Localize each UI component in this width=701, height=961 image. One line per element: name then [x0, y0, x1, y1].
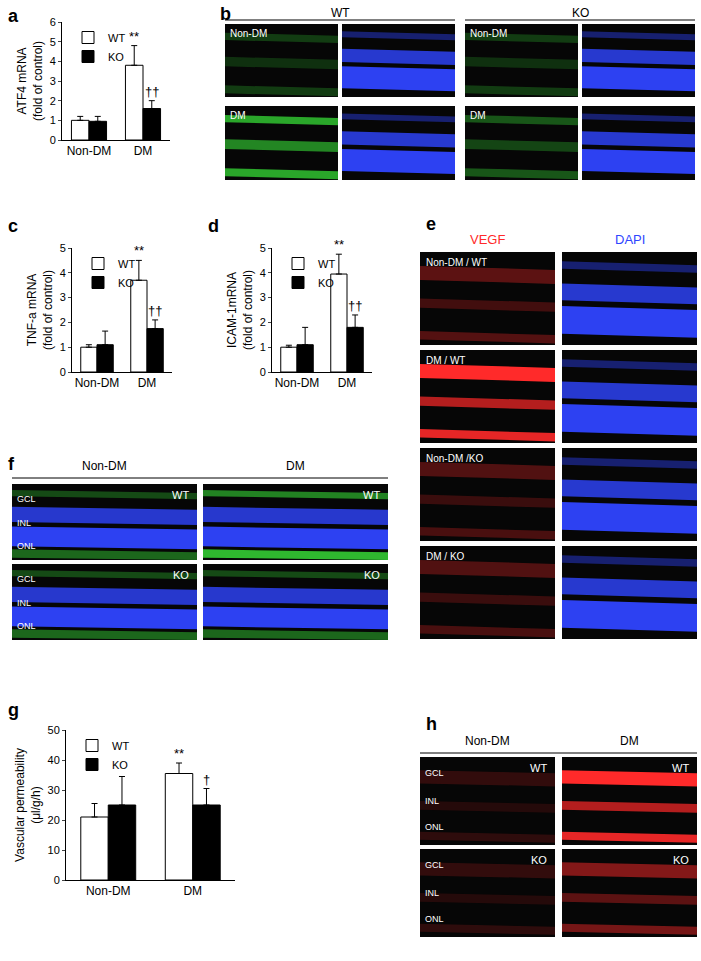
- svg-text:ICAM-1mRNA(fold of control): ICAM-1mRNA(fold of control): [225, 270, 255, 350]
- svg-text:KO: KO: [572, 6, 589, 20]
- svg-text:†: †: [203, 772, 210, 787]
- svg-text:1: 1: [60, 341, 66, 353]
- svg-text:4: 4: [260, 267, 266, 279]
- svg-text:Non-DM: Non-DM: [86, 884, 131, 898]
- svg-text:INL: INL: [17, 518, 31, 528]
- svg-text:20: 20: [48, 814, 60, 826]
- svg-text:KO: KO: [318, 277, 334, 289]
- svg-text:KO: KO: [364, 569, 380, 581]
- svg-text:GCL: GCL: [17, 494, 36, 504]
- svg-text:Non-DM: Non-DM: [67, 144, 112, 158]
- svg-text:ONL: ONL: [17, 621, 36, 631]
- svg-text:5: 5: [260, 242, 266, 254]
- svg-text:10: 10: [48, 844, 60, 856]
- svg-text:**: **: [129, 29, 139, 44]
- svg-text:KO: KO: [112, 759, 128, 771]
- svg-text:0: 0: [54, 874, 60, 886]
- svg-text:Non-DM /KO: Non-DM /KO: [426, 453, 483, 464]
- svg-text:b: b: [220, 4, 231, 24]
- svg-text:KO: KO: [118, 277, 134, 289]
- svg-text:DM: DM: [286, 459, 305, 473]
- svg-text:DM / KO: DM / KO: [426, 551, 465, 562]
- svg-text:0: 0: [50, 134, 56, 146]
- svg-text:2: 2: [260, 316, 266, 328]
- svg-text:ONL: ONL: [17, 541, 36, 551]
- svg-text:h: h: [426, 714, 437, 734]
- svg-text:KO: KO: [173, 569, 189, 581]
- svg-text:††: ††: [145, 84, 159, 99]
- svg-text:Non-DM: Non-DM: [470, 28, 507, 39]
- svg-text:KO: KO: [108, 51, 124, 63]
- svg-text:DM / WT: DM / WT: [426, 355, 465, 366]
- svg-text:WT: WT: [530, 762, 547, 774]
- svg-text:50: 50: [48, 724, 60, 736]
- svg-text:30: 30: [48, 784, 60, 796]
- svg-text:††: ††: [148, 303, 162, 318]
- svg-text:e: e: [426, 214, 436, 234]
- svg-text:3: 3: [60, 291, 66, 303]
- svg-text:c: c: [8, 216, 18, 236]
- svg-text:GCL: GCL: [425, 768, 444, 778]
- svg-text:**: **: [134, 243, 144, 258]
- svg-text:WT: WT: [331, 6, 350, 20]
- svg-text:ONL: ONL: [425, 914, 444, 924]
- svg-text:5: 5: [60, 242, 66, 254]
- svg-text:a: a: [8, 6, 19, 26]
- svg-text:1: 1: [50, 114, 56, 126]
- svg-text:ONL: ONL: [425, 822, 444, 832]
- svg-text:WT: WT: [108, 32, 125, 44]
- svg-text:**: **: [174, 746, 184, 761]
- svg-text:VEGF: VEGF: [470, 232, 505, 247]
- svg-text:Non-DM: Non-DM: [82, 459, 127, 473]
- svg-text:INL: INL: [17, 598, 31, 608]
- svg-text:Non-DM: Non-DM: [230, 28, 267, 39]
- svg-text:INL: INL: [425, 888, 439, 898]
- svg-text:WT: WT: [112, 740, 129, 752]
- svg-text:WT: WT: [672, 762, 689, 774]
- svg-text:DM: DM: [470, 110, 486, 121]
- svg-text:5: 5: [50, 36, 56, 48]
- svg-text:3: 3: [260, 291, 266, 303]
- svg-text:0: 0: [60, 366, 66, 378]
- svg-text:2: 2: [60, 316, 66, 328]
- svg-text:GCL: GCL: [425, 860, 444, 870]
- svg-text:f: f: [8, 454, 15, 474]
- svg-text:1: 1: [260, 341, 266, 353]
- svg-text:DM: DM: [338, 376, 357, 390]
- svg-text:KO: KO: [531, 854, 547, 866]
- svg-text:TNF-a mRNA(fold of control): TNF-a mRNA(fold of control): [25, 270, 55, 350]
- svg-text:3: 3: [50, 75, 56, 87]
- svg-text:KO: KO: [673, 854, 689, 866]
- svg-text:DM: DM: [230, 110, 246, 121]
- svg-text:6: 6: [50, 16, 56, 28]
- svg-text:WT: WT: [363, 489, 380, 501]
- svg-text:WT: WT: [172, 489, 189, 501]
- svg-text:Vascular permeability(μl/g/h): Vascular permeability(μl/g/h): [13, 748, 43, 862]
- svg-text:DAPI: DAPI: [615, 232, 645, 247]
- svg-text:Non-DM: Non-DM: [465, 734, 510, 748]
- svg-text:2: 2: [50, 95, 56, 107]
- svg-text:††: ††: [348, 298, 362, 313]
- svg-text:Non-DM: Non-DM: [275, 376, 320, 390]
- svg-text:WT: WT: [318, 258, 335, 270]
- svg-text:ATF4 mRNA(fold of control): ATF4 mRNA(fold of control): [15, 41, 45, 121]
- svg-text:INL: INL: [425, 796, 439, 806]
- svg-text:g: g: [8, 700, 19, 720]
- svg-text:**: **: [334, 237, 344, 252]
- svg-text:WT: WT: [118, 258, 135, 270]
- svg-text:DM: DM: [183, 884, 202, 898]
- svg-text:d: d: [208, 216, 219, 236]
- svg-text:DM: DM: [134, 144, 153, 158]
- svg-text:0: 0: [260, 366, 266, 378]
- svg-text:Non-DM: Non-DM: [75, 376, 120, 390]
- svg-text:GCL: GCL: [17, 574, 36, 584]
- svg-text:Non-DM / WT: Non-DM / WT: [426, 257, 487, 268]
- svg-text:DM: DM: [138, 376, 157, 390]
- svg-text:4: 4: [50, 55, 56, 67]
- svg-text:4: 4: [60, 267, 66, 279]
- svg-text:DM: DM: [620, 734, 639, 748]
- svg-text:40: 40: [48, 754, 60, 766]
